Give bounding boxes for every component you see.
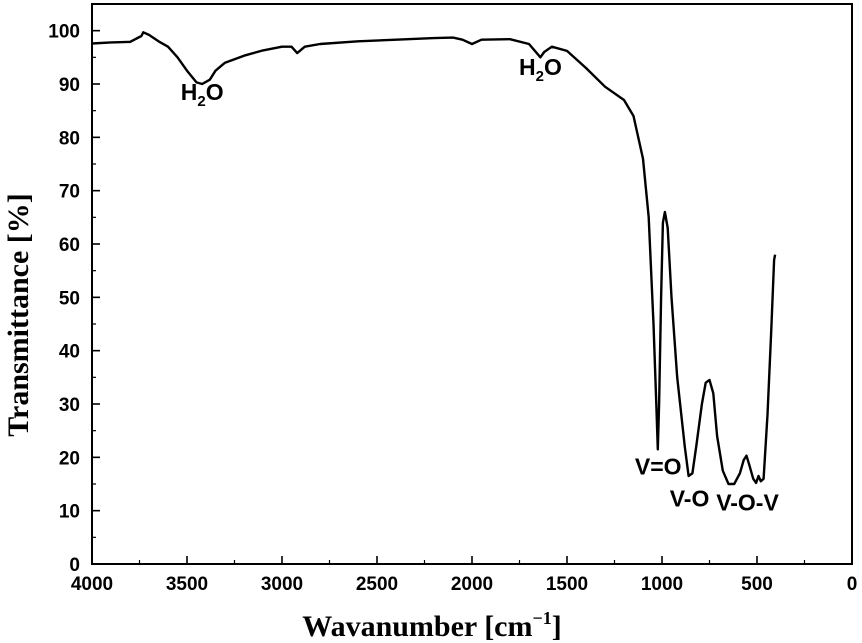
peak-annotations: H2O H2O V=O V-O V-O-V (181, 54, 780, 516)
x-tick-label: 1000 (641, 574, 683, 595)
y-tick-label: 80 (59, 128, 80, 149)
peak-label: V=O (635, 453, 682, 479)
y-axis-title: Transmittance [%] (2, 193, 35, 437)
x-tick-label: 2500 (356, 574, 398, 595)
x-axis-tick-labels: 4000 3500 3000 2500 2000 1500 1000 500 0 (71, 574, 857, 595)
peak-label: V-O-V (716, 490, 779, 516)
y-tick-label: 0 (69, 555, 80, 576)
y-tick-label: 90 (59, 75, 80, 96)
x-tick-label: 3500 (166, 574, 208, 595)
x-axis-title: Wavanumber [cm−1] (302, 608, 562, 643)
y-tick-label: 60 (59, 235, 80, 256)
y-axis-tick-labels: 0 10 20 30 40 50 60 70 80 90 100 (48, 22, 80, 576)
x-tick-label: 3000 (261, 574, 303, 595)
x-tick-label: 0 (847, 574, 858, 595)
y-tick-label: 50 (59, 288, 80, 309)
y-tick-label: 10 (59, 502, 80, 523)
peak-label: V-O (670, 485, 710, 511)
transmittance-line (91, 31, 777, 486)
y-tick-label: 40 (59, 342, 80, 363)
y-tick-label: 70 (59, 182, 80, 203)
y-tick-label: 20 (59, 448, 80, 469)
x-tick-label: 4000 (71, 574, 113, 595)
peak-label: H2O (519, 54, 562, 85)
y-tick-label: 30 (59, 395, 80, 416)
x-tick-label: 2000 (451, 574, 493, 595)
peak-label: H2O (181, 79, 224, 110)
x-tick-label: 1500 (546, 574, 588, 595)
x-tick-label: 500 (741, 574, 773, 595)
y-tick-label: 100 (48, 22, 80, 43)
